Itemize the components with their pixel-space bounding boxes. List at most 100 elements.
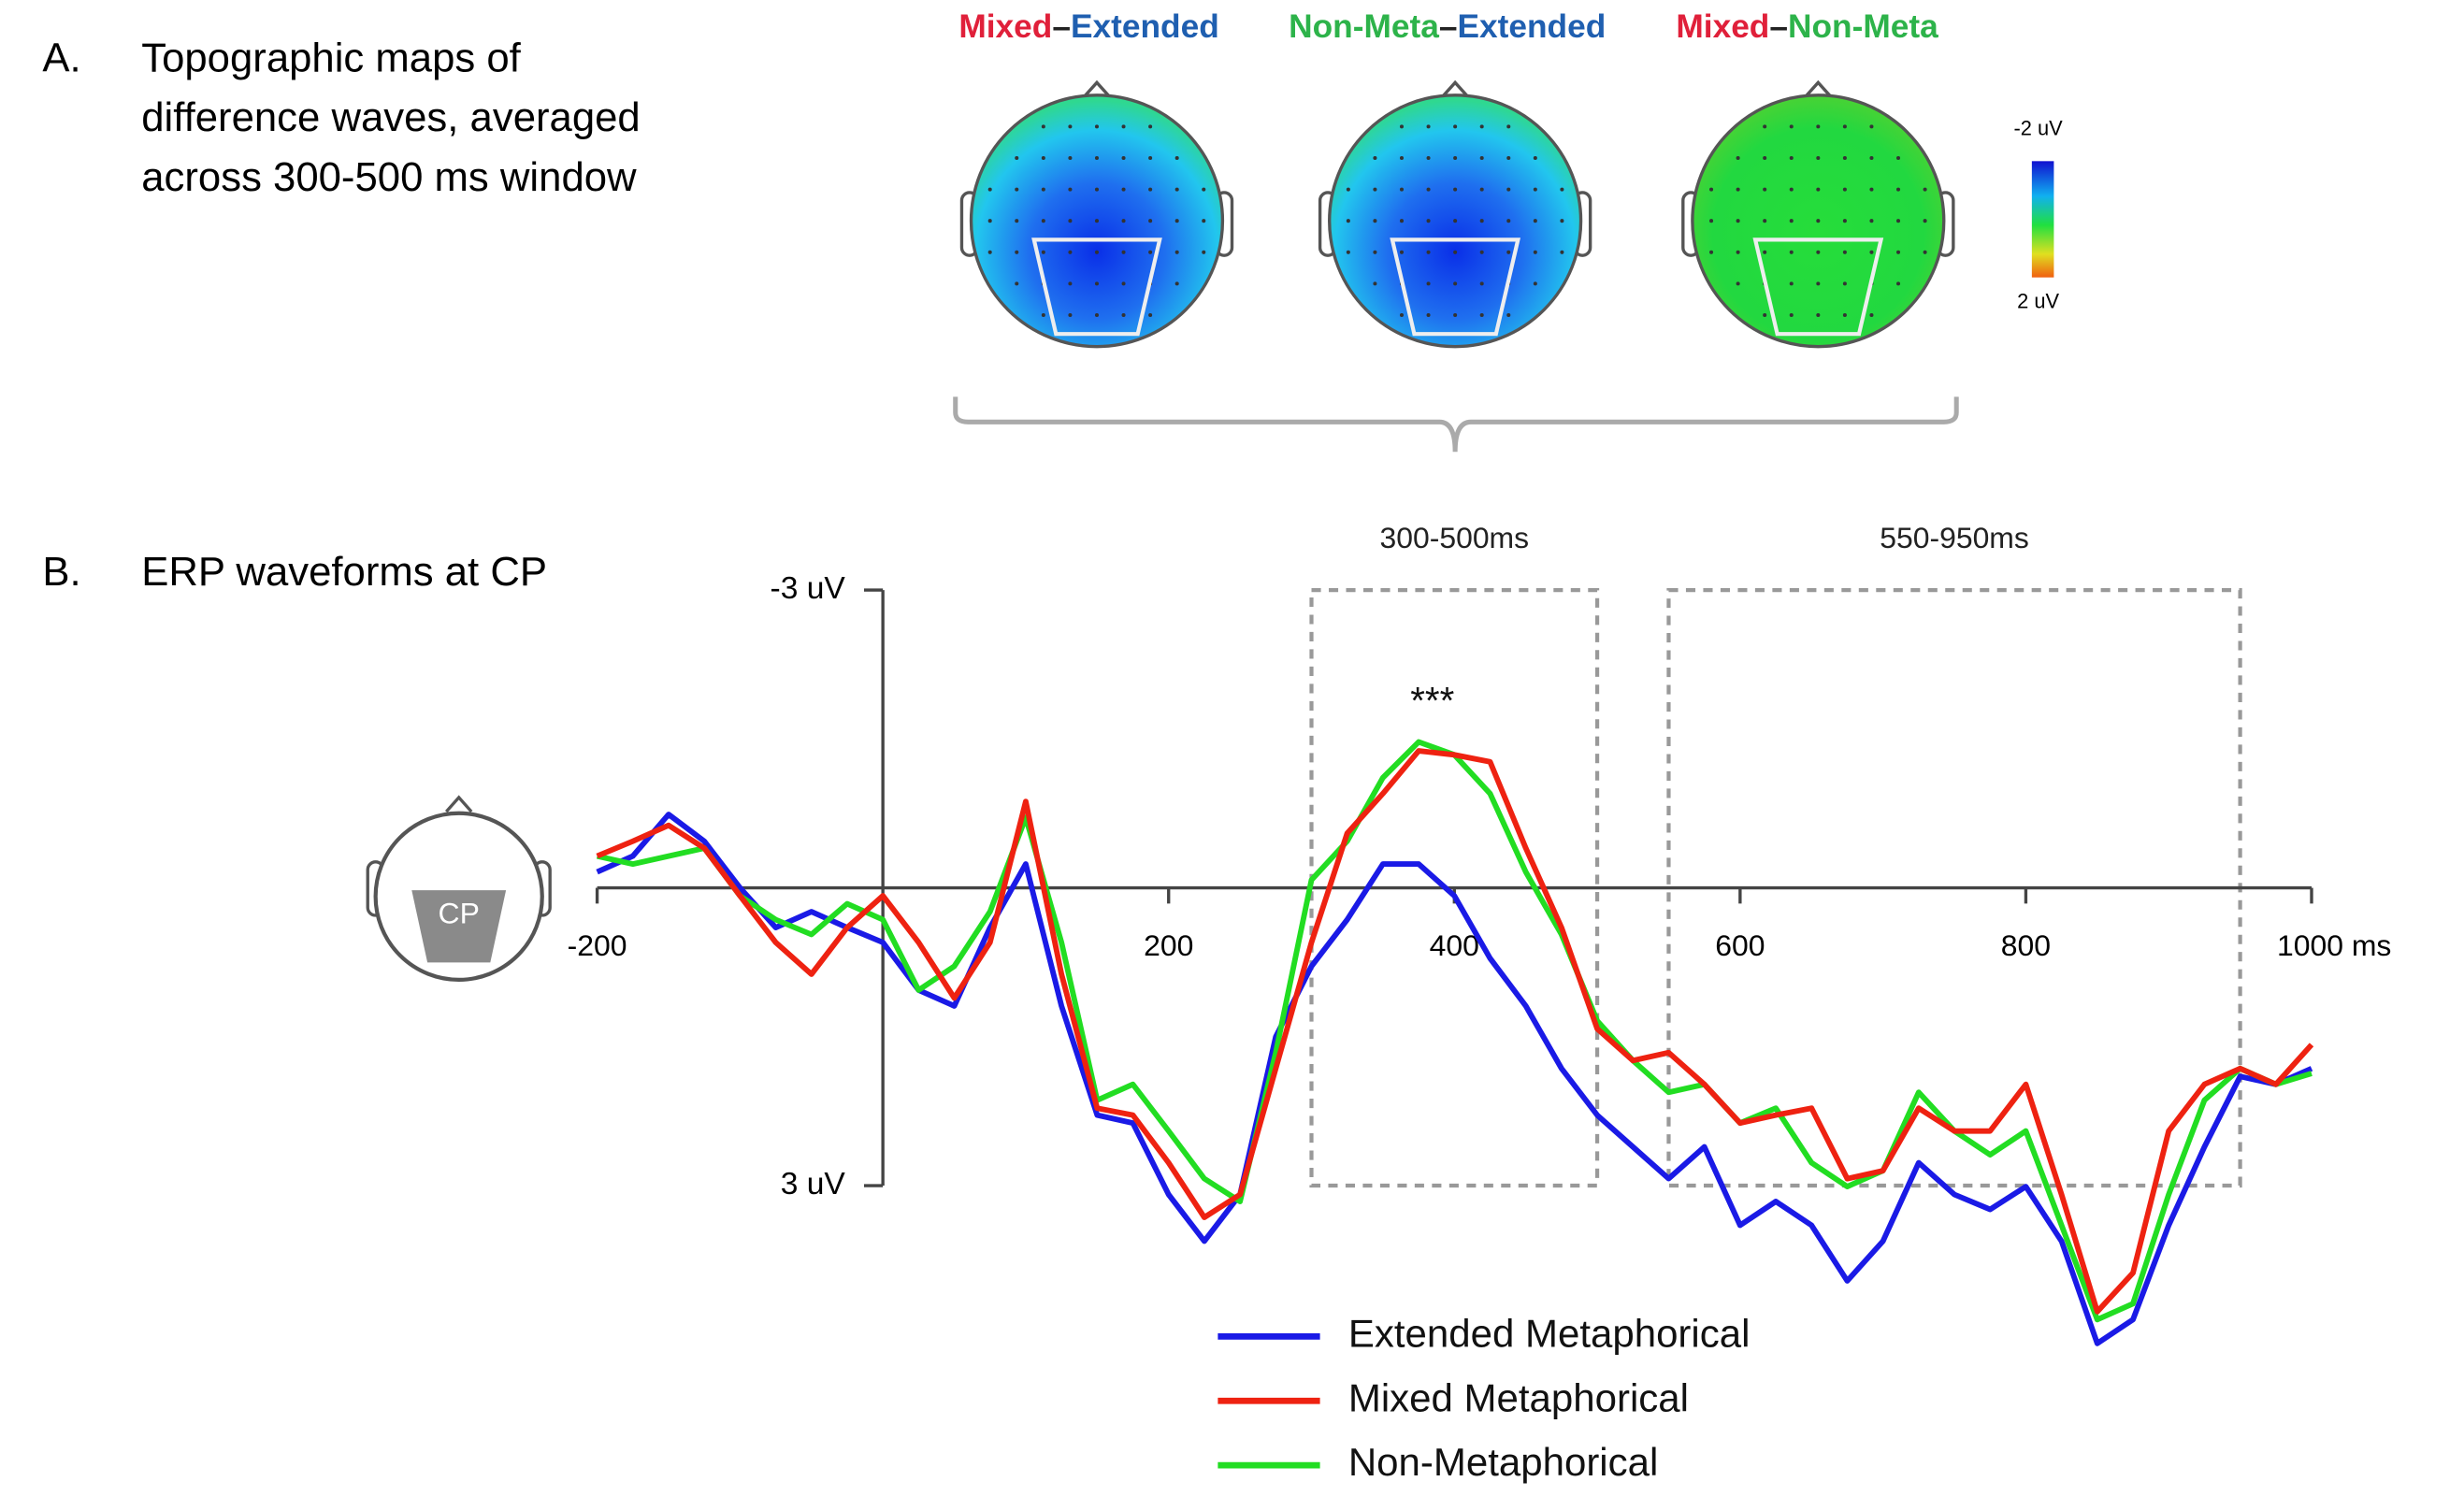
electrode <box>1202 251 1205 254</box>
electrode <box>1068 281 1072 285</box>
electrode <box>1068 156 1072 160</box>
electrode <box>1122 251 1126 254</box>
electrode <box>1709 251 1713 254</box>
electrode <box>1480 251 1484 254</box>
electrode <box>1400 313 1404 317</box>
electrode <box>1175 156 1179 160</box>
electrode <box>1790 313 1794 317</box>
panel-letter: A. <box>42 35 80 80</box>
legend-label: Mixed Metaphorical <box>1348 1375 1689 1419</box>
electrode <box>1709 188 1713 192</box>
title-part: – <box>1769 9 1788 46</box>
electrode <box>1816 188 1820 192</box>
electrode <box>1148 124 1152 128</box>
electrode <box>1068 124 1072 128</box>
electrode <box>1869 188 1873 192</box>
electrode <box>1534 251 1537 254</box>
topomap <box>961 82 1232 346</box>
title-part: Extended <box>1457 9 1606 46</box>
electrode <box>1843 281 1847 285</box>
electrode <box>1202 219 1205 223</box>
electrode <box>1068 251 1072 254</box>
electrode <box>1843 188 1847 192</box>
legend-label: Extended Metaphorical <box>1348 1311 1751 1355</box>
figure: A. Topographic maps of difference waves,… <box>0 0 2464 1496</box>
electrode <box>1896 281 1900 285</box>
electrode <box>1480 124 1484 128</box>
electrode <box>1869 124 1873 128</box>
electrode <box>1560 219 1563 223</box>
electrode <box>1373 281 1376 285</box>
electrode <box>1400 156 1404 160</box>
electrode <box>1400 124 1404 128</box>
electrode <box>1400 188 1404 192</box>
electrode <box>1560 188 1563 192</box>
electrode <box>1068 313 1072 317</box>
electrode <box>1534 156 1537 160</box>
map-title: Mixed–Non-Meta <box>1676 9 1938 46</box>
electrode <box>1015 156 1018 160</box>
panel-letter: B. <box>42 549 80 595</box>
x-tick-label: 200 <box>1144 928 1193 962</box>
electrode <box>1896 219 1900 223</box>
electrode <box>1148 251 1152 254</box>
significance: *** <box>1410 679 1454 722</box>
electrode <box>1095 124 1099 128</box>
electrode <box>1400 251 1404 254</box>
electrode <box>1480 281 1484 285</box>
electrode <box>1506 124 1510 128</box>
electrode <box>1869 219 1873 223</box>
electrode <box>1042 188 1045 192</box>
map-title: Mixed–Extended <box>958 9 1218 46</box>
electrode <box>1534 219 1537 223</box>
electrode <box>1816 156 1820 160</box>
electrode <box>1763 313 1766 317</box>
electrode <box>1175 281 1179 285</box>
electrode <box>1534 188 1537 192</box>
electrode <box>1042 156 1045 160</box>
electrode <box>1427 251 1431 254</box>
electrode <box>1896 156 1900 160</box>
electrode <box>1843 313 1847 317</box>
panel-text: across 300-500 ms window <box>141 154 637 200</box>
topomap <box>1320 82 1591 346</box>
electrode <box>1095 281 1099 285</box>
x-tick-label: 800 <box>2001 928 2051 962</box>
electrode <box>1042 219 1045 223</box>
electrode <box>1453 281 1457 285</box>
electrode <box>1175 219 1179 223</box>
electrode <box>1453 156 1457 160</box>
electrode <box>1015 219 1018 223</box>
title-part: Non-Meta <box>1289 9 1439 46</box>
electrode <box>1924 219 1927 223</box>
electrode <box>988 219 992 223</box>
electrode <box>1347 219 1350 223</box>
x-tick-label: 1000 ms <box>2277 928 2391 962</box>
electrode <box>1924 251 1927 254</box>
x-tick-label: 400 <box>1430 928 1479 962</box>
electrode <box>1790 124 1794 128</box>
electrode <box>988 188 992 192</box>
electrode <box>1480 219 1484 223</box>
electrode <box>1560 251 1563 254</box>
electrode <box>1068 219 1072 223</box>
electrode <box>1015 281 1018 285</box>
window-label: 300-500ms <box>1379 521 1529 554</box>
electrode <box>1453 251 1457 254</box>
electrode <box>1763 219 1766 223</box>
electrode <box>1427 124 1431 128</box>
colorbar <box>2032 161 2054 277</box>
electrode <box>1373 188 1376 192</box>
electrode-label: CP <box>439 896 480 929</box>
electrode <box>1896 251 1900 254</box>
electrode <box>1427 281 1431 285</box>
electrode <box>1453 188 1457 192</box>
electrode <box>1122 313 1126 317</box>
map-title: Non-Meta–Extended <box>1289 9 1606 46</box>
electrode <box>1843 124 1847 128</box>
electrode <box>1763 251 1766 254</box>
electrode <box>1736 281 1740 285</box>
electrode <box>1790 156 1794 160</box>
electrode <box>1042 251 1045 254</box>
colorbar-label: 2 uV <box>2017 289 2059 312</box>
